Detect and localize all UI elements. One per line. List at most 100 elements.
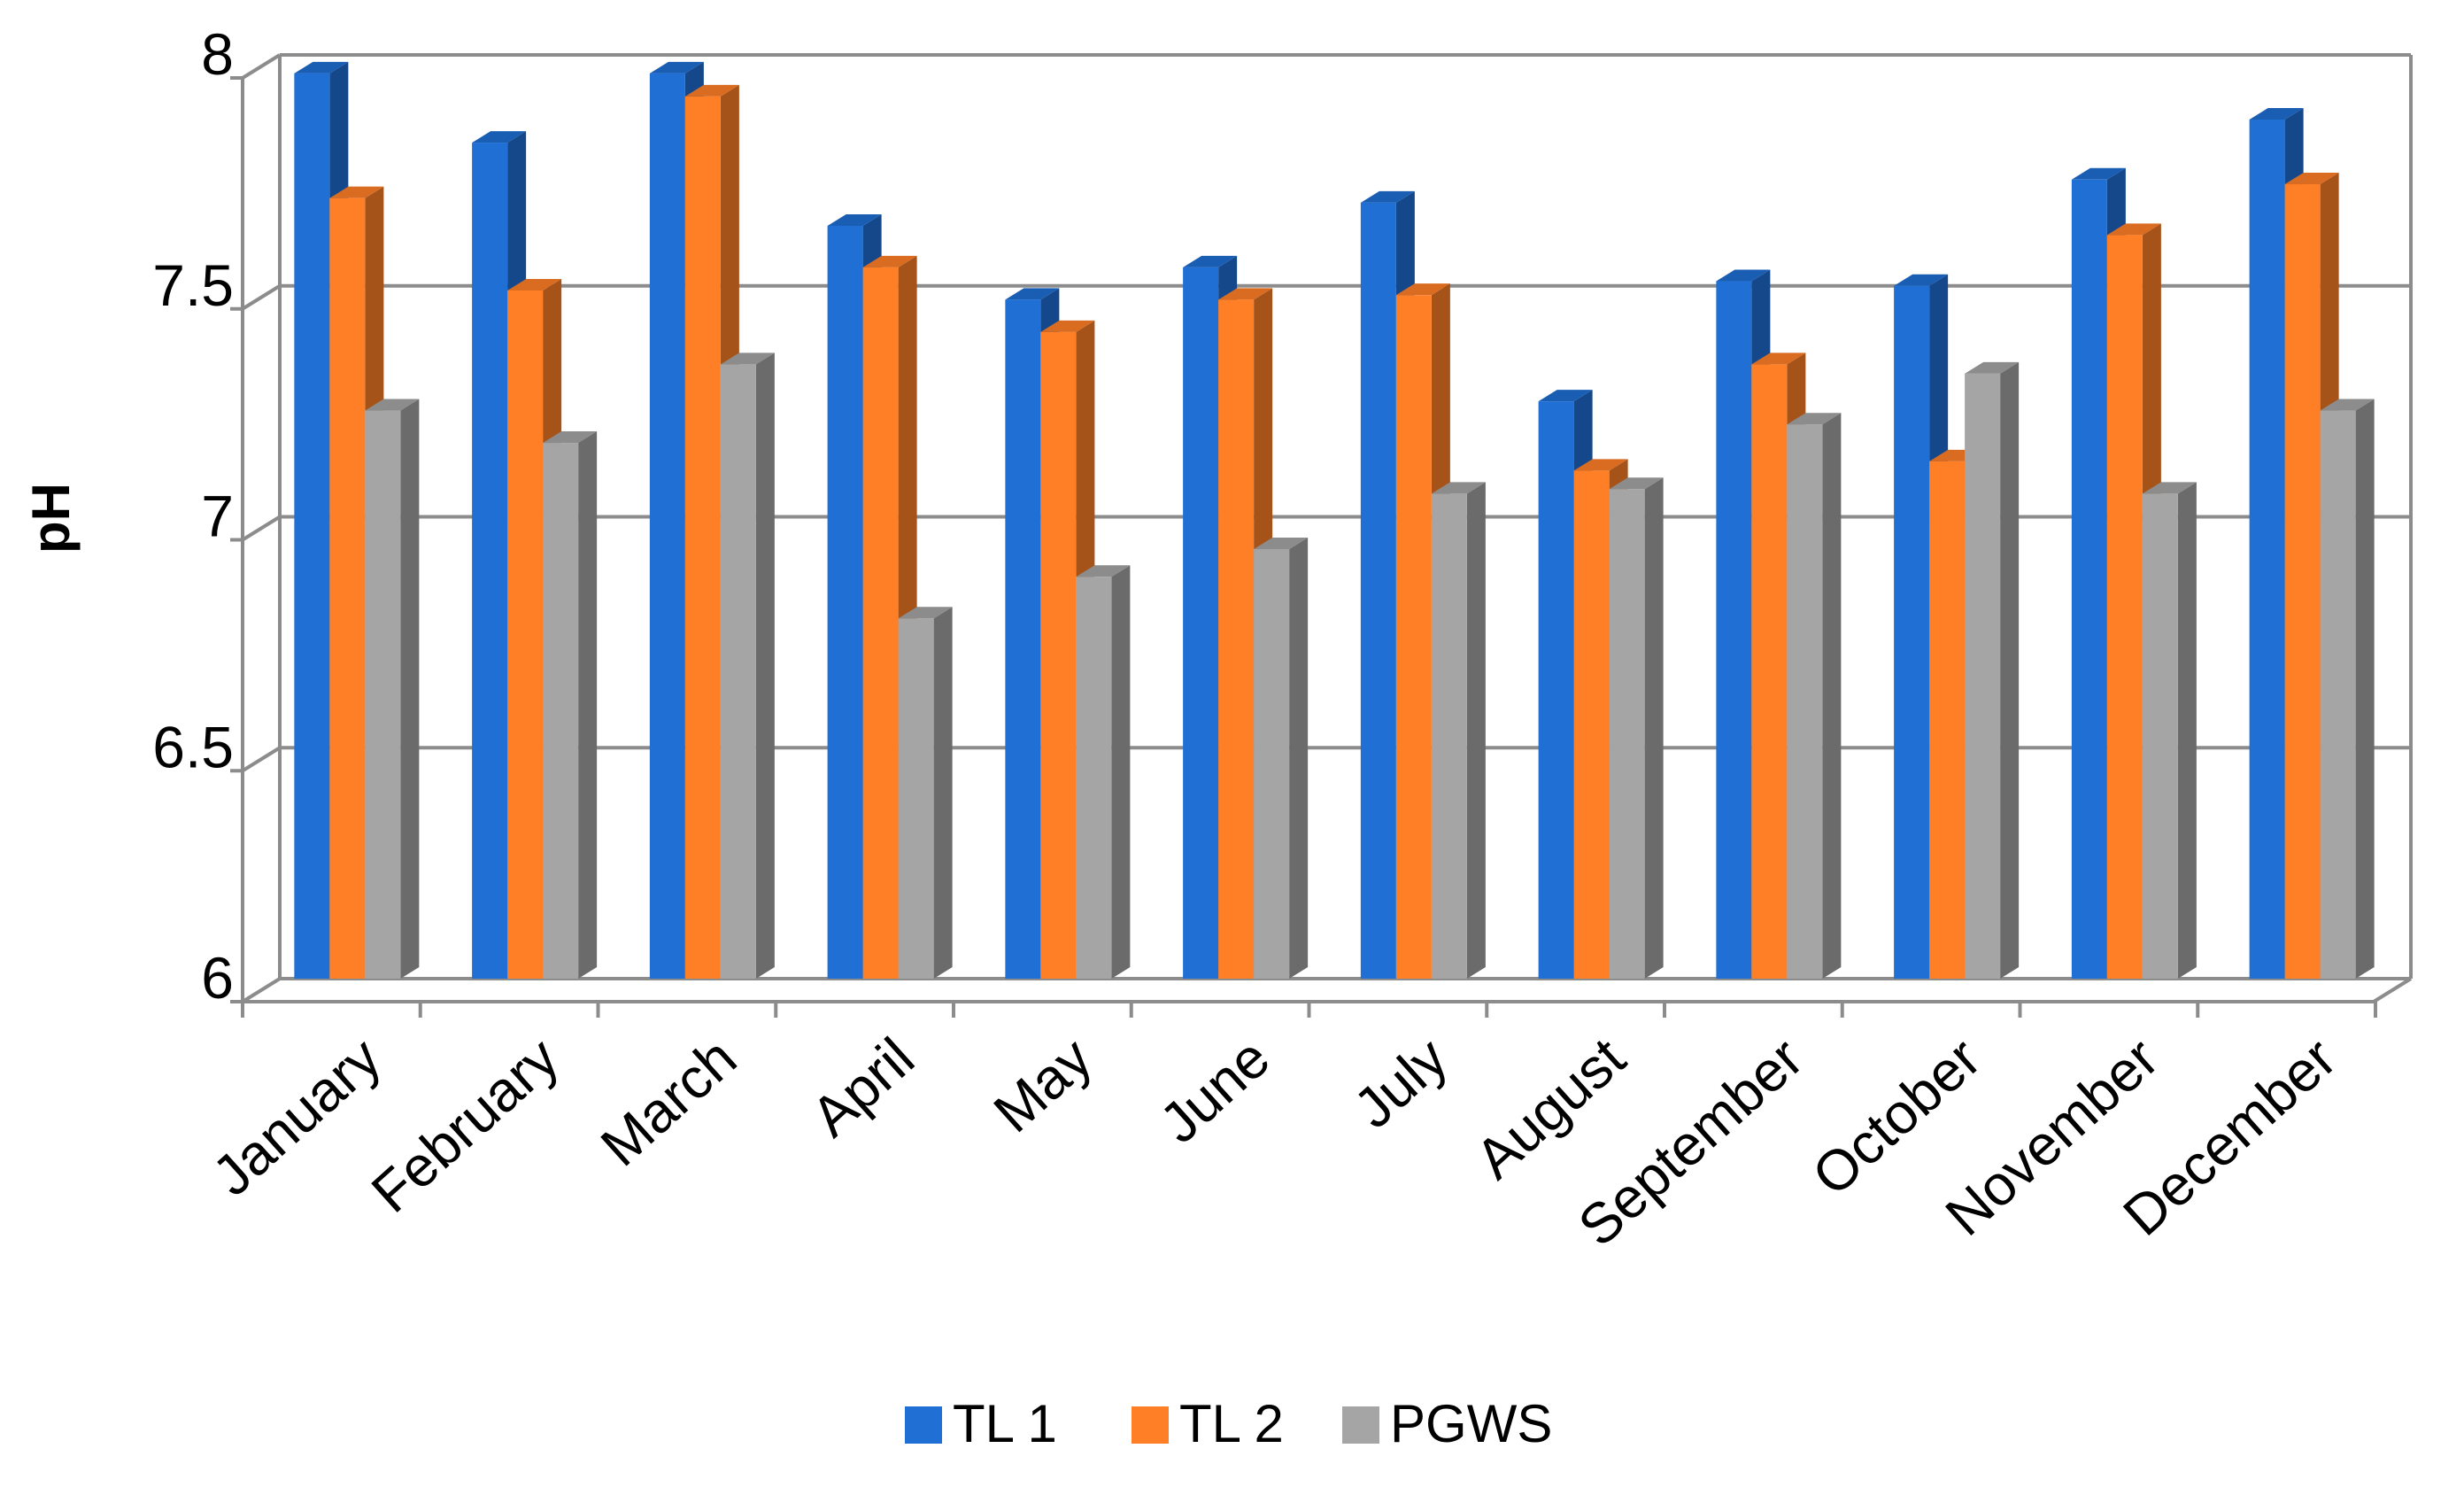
bar-side: [1822, 413, 1842, 979]
bar-front: [1360, 202, 1396, 979]
bar-top: [720, 352, 775, 365]
legend-item: TL 2: [1132, 1394, 1284, 1453]
bar-front: [294, 73, 330, 980]
bar-top: [507, 278, 562, 290]
bar-pgws: [543, 431, 598, 979]
bar-side: [578, 431, 598, 979]
bar-top: [2320, 399, 2375, 411]
bar-front: [1254, 549, 1290, 979]
legend-label: TL 2: [1179, 1394, 1284, 1453]
bar-pgws: [1076, 565, 1131, 979]
bar-pgws: [2142, 482, 2197, 979]
bar-top: [827, 213, 882, 226]
y-axis-title: pH: [21, 483, 81, 554]
legend-swatch: [1342, 1406, 1379, 1444]
bar-top: [862, 255, 917, 267]
bar-top: [649, 61, 704, 74]
bar-top: [294, 61, 349, 74]
bar-front: [1716, 281, 1752, 979]
bar-side: [755, 352, 775, 979]
bar-front: [2071, 179, 2107, 979]
bar-side: [400, 399, 420, 979]
bar-top: [1360, 190, 1415, 203]
bar-top: [1218, 288, 1273, 300]
bar-front: [1395, 295, 1432, 979]
bar-top: [1076, 565, 1131, 577]
bar-top: [1254, 538, 1309, 550]
bar-front: [1894, 285, 1930, 979]
legend-item: PGWS: [1342, 1394, 1552, 1453]
bar-pgws: [2320, 399, 2375, 979]
bar-front: [507, 290, 544, 980]
gridline-depth: [241, 53, 282, 80]
grid-layer: [241, 53, 2413, 1003]
bar-top: [329, 186, 384, 198]
bar-side: [1111, 565, 1131, 979]
bar-top: [1183, 255, 1238, 267]
bar-front: [827, 225, 863, 979]
bar-top: [365, 399, 420, 411]
bar-top: [1395, 283, 1450, 296]
legend-swatch: [905, 1406, 942, 1444]
bar-front: [862, 267, 899, 979]
legend-label: PGWS: [1390, 1394, 1552, 1453]
x-tick-label: February: [359, 1026, 570, 1225]
bar-pgws: [1965, 361, 2020, 980]
bar-top: [684, 84, 739, 97]
bar-top: [1894, 274, 1949, 286]
bar-front: [543, 443, 579, 979]
bar-top: [1005, 288, 1060, 300]
bar-top: [472, 131, 527, 143]
bar-front: [1538, 401, 1574, 979]
bar-side: [2355, 399, 2375, 979]
bar-pgws: [1254, 538, 1309, 979]
bar-top: [898, 607, 953, 619]
bar-front: [2284, 184, 2321, 979]
bar-front: [2249, 120, 2285, 979]
bar-front: [365, 410, 401, 979]
bar-top: [1716, 269, 1771, 282]
legend: TL 1 TL 2 PGWS: [905, 1394, 1552, 1453]
bar-front: [2142, 493, 2178, 979]
y-tick-label: 6: [201, 945, 234, 1011]
bar-top: [2106, 223, 2161, 236]
bar-side: [933, 607, 953, 979]
bar-front: [1040, 331, 1077, 979]
bar-top: [2142, 482, 2197, 494]
bar-top: [1787, 413, 1842, 425]
bar-top: [1538, 390, 1593, 402]
bar-top: [1609, 477, 1664, 490]
y-tick-label: 7.5: [152, 252, 234, 318]
bar-top: [2284, 173, 2339, 185]
bar-side: [1644, 477, 1664, 979]
bar-side: [2000, 361, 2020, 980]
bar-front: [472, 143, 508, 979]
bar-top: [1431, 482, 1486, 494]
y-tick-label: 6.5: [152, 714, 234, 779]
legend-swatch: [1132, 1406, 1169, 1444]
bar-top: [1573, 459, 1628, 471]
bar-front: [1183, 267, 1219, 979]
bar-pgws: [720, 352, 775, 979]
bar-front: [1431, 493, 1467, 979]
x-tick-label: June: [1147, 1026, 1281, 1155]
bar-top: [543, 431, 598, 444]
bar-side: [2177, 482, 2197, 979]
bar-pgws: [1787, 413, 1842, 979]
bar-front: [2106, 235, 2143, 979]
bar-pgws: [898, 607, 953, 979]
bar-front: [1965, 373, 2001, 980]
bar-pgws: [365, 399, 420, 979]
floor-right-edge: [2372, 977, 2413, 1003]
x-tick-label: August: [1464, 1026, 1637, 1191]
gridline-depth: [241, 746, 282, 772]
legend-label: TL 1: [953, 1394, 1057, 1453]
bar-front: [720, 364, 756, 979]
bar-front: [1076, 577, 1112, 979]
bars-layer: [294, 61, 2375, 980]
x-tick-label: May: [982, 1026, 1104, 1144]
bar-pgws: [1609, 477, 1664, 979]
bar-front: [898, 618, 934, 979]
bar-front: [1609, 489, 1645, 979]
